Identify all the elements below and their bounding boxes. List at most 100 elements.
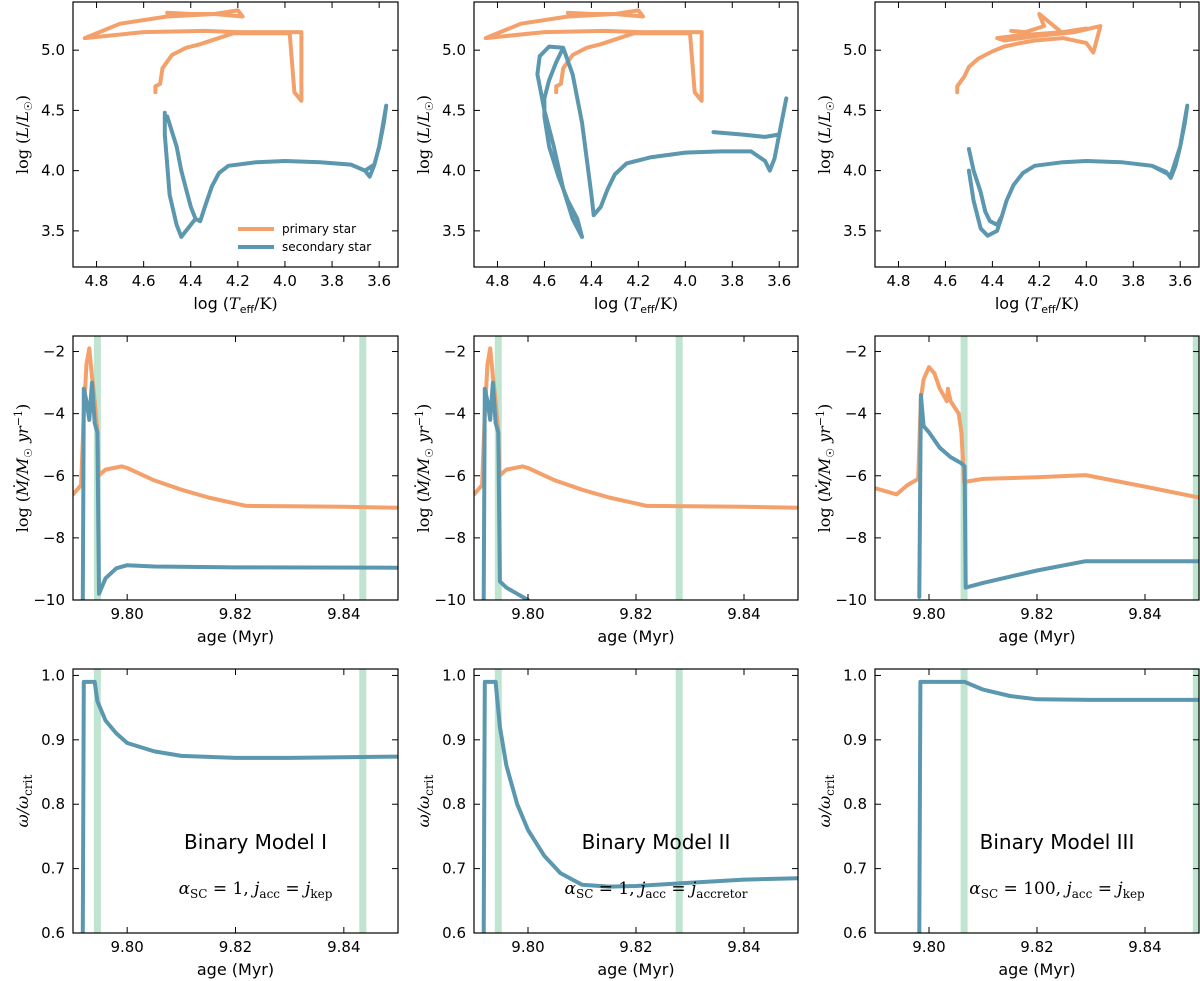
x-tick-label: 4.8 — [85, 272, 109, 290]
y-tick-label: 4.0 — [41, 162, 65, 180]
x-tick-label: 9.82 — [219, 938, 252, 956]
panel-hrd-model-III: 4.8 4.6 4.4 4.2 4.0 3.8 3.6 3.5 4.0 4.5 5.0 log (Te… — [815, 1, 1200, 316]
y-tick-label: 0.9 — [843, 731, 867, 749]
y-axis-label: ω/ωcrit — [414, 775, 436, 828]
series-line-primary — [955, 12, 1103, 95]
plot-area — [917, 669, 1199, 933]
x-tick-label: 4.4 — [980, 272, 1004, 290]
y-tick-label: −10 — [33, 591, 65, 609]
y-tick-label: −4 — [444, 405, 466, 423]
y-tick-label: −2 — [845, 343, 867, 361]
y-tick-label: 0.7 — [843, 860, 867, 878]
x-tick-label: 4.4 — [579, 272, 603, 290]
highlight-band-1 — [1192, 669, 1199, 933]
x-tick-label: 4.2 — [626, 272, 650, 290]
x-tick-label: 4.2 — [226, 272, 250, 290]
panel-mdot-model-II: 9.80 9.82 9.84 −2 −4 −6 −8 −10 age (Myr) log (Ṁ/M… — [413, 335, 799, 646]
y-axis-label: log (L/L☉) — [815, 95, 837, 174]
model-parameters: αSC = 1, jacc = jaccretor — [564, 879, 747, 901]
y-tick-label: −6 — [43, 467, 65, 485]
x-tick-label: 9.82 — [219, 605, 252, 623]
legend-label-primary: primary star — [282, 222, 356, 236]
y-tick-label: 1.0 — [843, 666, 867, 684]
x-axis-label: age (Myr) — [197, 960, 274, 979]
y-tick-label: −8 — [43, 529, 65, 547]
y-tick-label: −8 — [444, 529, 466, 547]
panel-rotation-model-II: 9.80 9.82 9.84 0.6 0.7 0.8 0.9 1.0 age (Myr) ω/ωc… — [414, 666, 799, 979]
y-tick-label: −4 — [845, 405, 867, 423]
y-axis-label: log (Ṁ/M☉ yr−1) — [814, 404, 837, 533]
x-tick-label: 4.6 — [934, 272, 958, 290]
panel-mdot-model-I: 9.80 9.82 9.84 −2 −4 −6 −8 −10 age (Myr) log (Ṁ/M… — [12, 335, 399, 646]
x-tick-label: 9.82 — [1020, 938, 1053, 956]
series-line-secondary — [80, 679, 398, 933]
x-tick-label: 4.0 — [273, 272, 297, 290]
series-line-secondary — [917, 393, 1199, 599]
series-line-primary — [73, 346, 398, 510]
series-line-secondary — [80, 380, 398, 600]
x-tick-label: 4.0 — [1074, 272, 1098, 290]
x-tick-label: 3.6 — [767, 272, 791, 290]
x-tick-label: 9.84 — [327, 938, 360, 956]
y-axis-label: log (Ṁ/M☉ yr−1) — [12, 404, 35, 533]
panel-hrd-model-I: 4.8 4.6 4.4 4.2 4.0 3.8 3.6 3.5 4.0 4.5 5.0 log (Te… — [13, 1, 399, 316]
axes-frame — [72, 1, 399, 268]
axes-frame — [874, 1, 1200, 268]
y-tick-label: 0.8 — [442, 795, 466, 813]
y-tick-label: 3.5 — [442, 222, 466, 240]
axes-frame — [473, 1, 799, 268]
highlight-band-1 — [675, 336, 683, 600]
x-tick-label: 3.6 — [367, 272, 391, 290]
x-tick-label: 4.8 — [486, 272, 510, 290]
series-line-primary — [474, 346, 798, 510]
x-tick-label: 9.80 — [110, 938, 143, 956]
x-tick-label: 4.6 — [533, 272, 557, 290]
y-tick-label: −10 — [434, 591, 466, 609]
y-tick-label: −8 — [845, 529, 867, 547]
highlight-band-1 — [359, 336, 367, 600]
y-tick-label: 0.7 — [41, 860, 65, 878]
y-tick-label: 0.8 — [41, 795, 65, 813]
panel-rotation-model-III: 9.80 9.82 9.84 0.6 0.7 0.8 0.9 1.0 age (Myr) ω/ωc… — [815, 666, 1200, 979]
model-title: Binary Model II — [582, 830, 731, 854]
x-tick-label: 9.84 — [727, 938, 760, 956]
y-tick-label: 3.5 — [843, 222, 867, 240]
x-tick-label: 9.80 — [912, 605, 945, 623]
series-line-primary — [82, 8, 304, 103]
y-tick-label: −2 — [43, 343, 65, 361]
y-tick-label: 3.5 — [41, 222, 65, 240]
x-tick-label: 3.8 — [320, 272, 344, 290]
plot-area — [875, 336, 1199, 600]
y-tick-label: 0.9 — [41, 731, 65, 749]
y-tick-label: 0.6 — [843, 924, 867, 942]
model-parameters: αSC = 100, jacc = jkep — [969, 879, 1145, 901]
legend-label-secondary: secondary star — [282, 240, 371, 254]
x-tick-label: 3.6 — [1168, 272, 1192, 290]
y-tick-label: 1.0 — [41, 666, 65, 684]
model-title: Binary Model I — [184, 830, 327, 854]
model-parameters: αSC = 1, jacc = jkep — [179, 879, 333, 901]
y-tick-label: 4.0 — [843, 162, 867, 180]
plot-area — [955, 12, 1190, 238]
series-line-secondary — [162, 103, 389, 239]
x-tick-label: 4.8 — [887, 272, 911, 290]
series-line-primary — [875, 365, 1199, 500]
x-tick-label: 9.82 — [619, 605, 652, 623]
plot-area — [80, 669, 398, 933]
panel-rotation-model-I: 9.80 9.82 9.84 0.6 0.7 0.8 0.9 1.0 age (Myr) ω/ωc… — [13, 666, 399, 979]
series-line-secondary — [481, 679, 798, 933]
y-axis-label: log (Ṁ/M☉ yr−1) — [413, 404, 436, 533]
plot-area — [483, 8, 789, 239]
y-tick-label: −2 — [444, 343, 466, 361]
series-line-secondary — [966, 103, 1190, 238]
x-tick-label: 3.8 — [720, 272, 744, 290]
x-tick-label: 4.6 — [132, 272, 156, 290]
plot-area — [73, 336, 398, 600]
highlight-band-1 — [1192, 336, 1199, 600]
x-axis-label: age (Myr) — [998, 960, 1075, 979]
x-tick-label: 9.84 — [1128, 938, 1161, 956]
x-axis-label: age (Myr) — [597, 627, 674, 646]
x-axis-label: log (Teff/K) — [193, 294, 277, 316]
highlight-band-0 — [93, 669, 101, 933]
